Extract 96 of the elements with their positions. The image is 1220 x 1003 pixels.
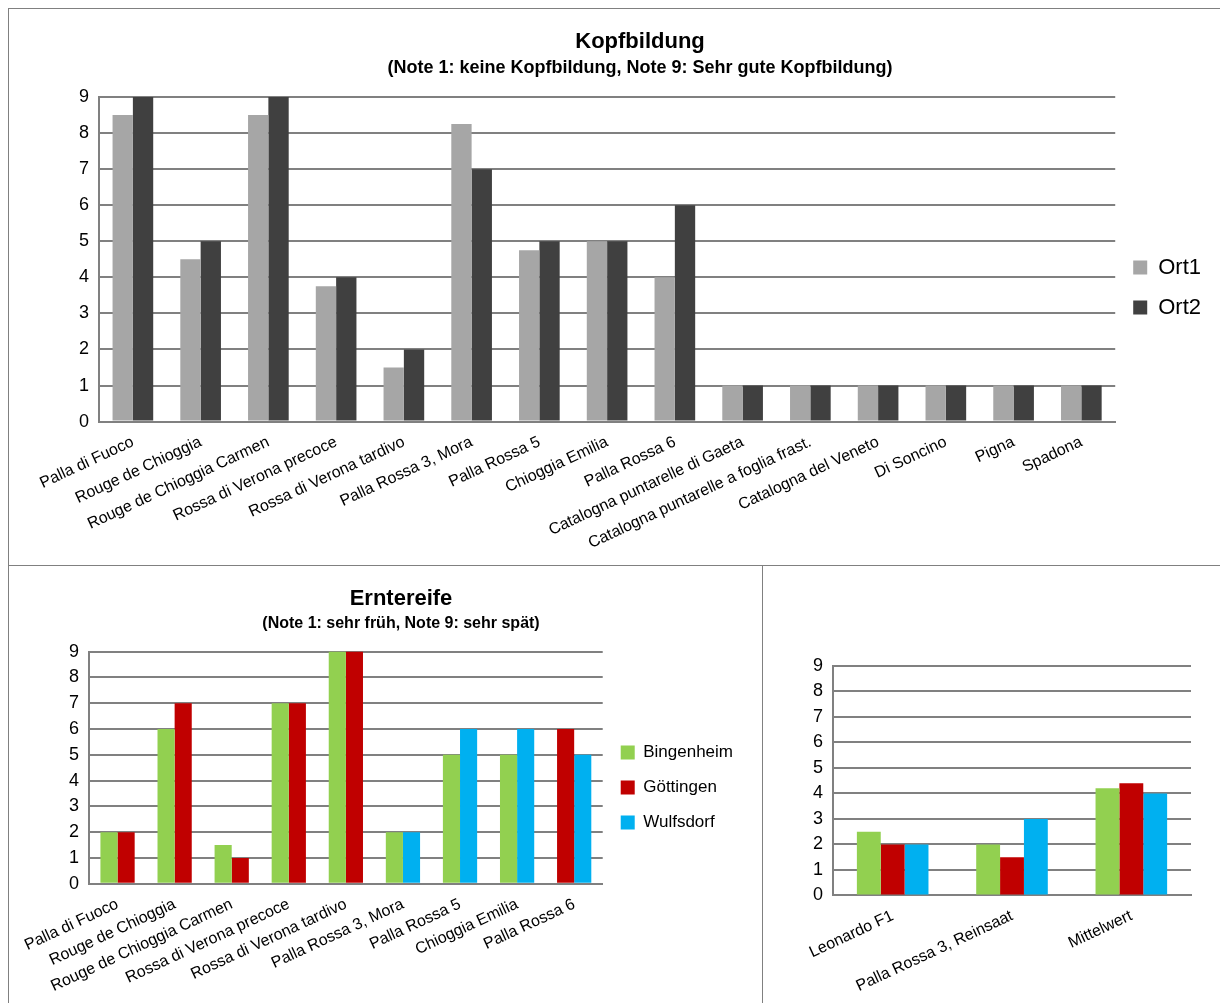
bar: [880, 844, 905, 895]
bar: [993, 385, 1014, 421]
y-tick-label: 9: [69, 640, 80, 661]
y-tick-label: 5: [79, 230, 90, 251]
bar: [231, 857, 249, 883]
y-tick-label: 1: [69, 846, 80, 867]
legend-label: Bingenheim: [643, 742, 733, 762]
y-tick-label: 0: [79, 410, 90, 431]
bar: [112, 115, 133, 421]
y-tick-label: 1: [79, 374, 90, 395]
bar: [1000, 857, 1024, 895]
bar: [539, 241, 560, 421]
bar: [157, 728, 175, 883]
y-tick-label: 5: [69, 743, 80, 764]
y-tick-label: 2: [79, 338, 90, 359]
bar: [722, 385, 743, 421]
y-tick-label: 8: [69, 666, 80, 687]
bar: [385, 832, 403, 883]
bar: [742, 385, 763, 421]
bar: [460, 728, 478, 883]
bar: [451, 124, 472, 421]
bar: [345, 651, 363, 883]
y-tick-label: 2: [813, 833, 824, 854]
y-tick-label: 3: [813, 807, 824, 828]
y-tick-label: 3: [69, 795, 80, 816]
bar: [271, 703, 289, 883]
bar: [856, 831, 881, 895]
chart-title: Kopfbildung: [575, 28, 705, 54]
y-tick-label: 0: [69, 872, 80, 893]
y-tick-label: 6: [813, 731, 824, 752]
y-tick-label: 5: [813, 756, 824, 777]
bar: [403, 349, 425, 421]
y-tick-label: 8: [79, 122, 90, 143]
chart-subtitle: (Note 1: keine Kopfbildung, Note 9: Sehr gute Kopfbildung): [387, 57, 893, 78]
bar: [976, 844, 1001, 895]
bar: [790, 385, 811, 421]
y-tick-label: 7: [813, 705, 824, 726]
legend-label: Ort1: [1158, 253, 1202, 279]
bar: [442, 754, 461, 883]
y-tick-label: 4: [813, 782, 824, 803]
bar: [1143, 793, 1168, 895]
bar: [810, 385, 831, 421]
y-tick-label: 7: [79, 158, 90, 179]
bar: [1119, 783, 1144, 895]
bar: [315, 286, 337, 421]
bar: [336, 277, 357, 421]
bar: [925, 385, 946, 421]
bar: [574, 754, 592, 883]
chart-title: Erntereife: [349, 585, 453, 611]
bar: [586, 241, 608, 421]
y-tick-label: 9: [79, 85, 90, 106]
y-tick-label: 2: [69, 821, 80, 842]
bar: [607, 241, 628, 421]
y-tick-label: 8: [813, 680, 824, 701]
bar: [1061, 385, 1082, 421]
bar: [857, 385, 879, 421]
bar: [174, 703, 192, 883]
y-tick-label: 4: [69, 769, 80, 790]
bar: [674, 205, 696, 421]
bar: [499, 754, 518, 883]
y-tick-label: 9: [813, 654, 824, 675]
legend-label: Ort2: [1158, 293, 1202, 319]
bar: [471, 169, 492, 421]
bar: [214, 845, 232, 883]
bar: [654, 277, 675, 421]
bar: [328, 651, 346, 883]
bar: [268, 97, 289, 421]
bar: [1095, 788, 1120, 895]
y-tick-label: 1: [813, 858, 824, 879]
y-tick-label: 0: [813, 884, 824, 905]
y-tick-label: 3: [79, 302, 90, 323]
y-tick-label: 6: [79, 194, 90, 215]
legend-label: Göttingen: [643, 777, 717, 797]
y-tick-label: 4: [79, 266, 90, 287]
bar: [180, 259, 201, 421]
bar: [100, 832, 118, 883]
x-tick-label: Pigna: [972, 432, 1017, 466]
bar: [200, 241, 221, 421]
bar: [878, 385, 899, 421]
chart-subtitle: (Note 1: sehr früh, Note 9: sehr spät): [262, 614, 540, 632]
bar: [945, 385, 967, 421]
bar: [117, 832, 135, 883]
bar: [402, 832, 421, 883]
bar: [1081, 385, 1102, 421]
bar: [1013, 385, 1034, 421]
bar: [248, 115, 269, 421]
y-tick-label: 6: [69, 717, 80, 738]
y-tick-label: 7: [69, 692, 80, 713]
bar: [519, 250, 540, 421]
bar: [1023, 818, 1048, 895]
bar: [517, 728, 535, 883]
bar: [904, 844, 929, 895]
bar: [288, 703, 306, 883]
bar: [383, 367, 404, 421]
legend-label: Wulfsdorf: [643, 812, 715, 832]
bar: [132, 97, 154, 421]
